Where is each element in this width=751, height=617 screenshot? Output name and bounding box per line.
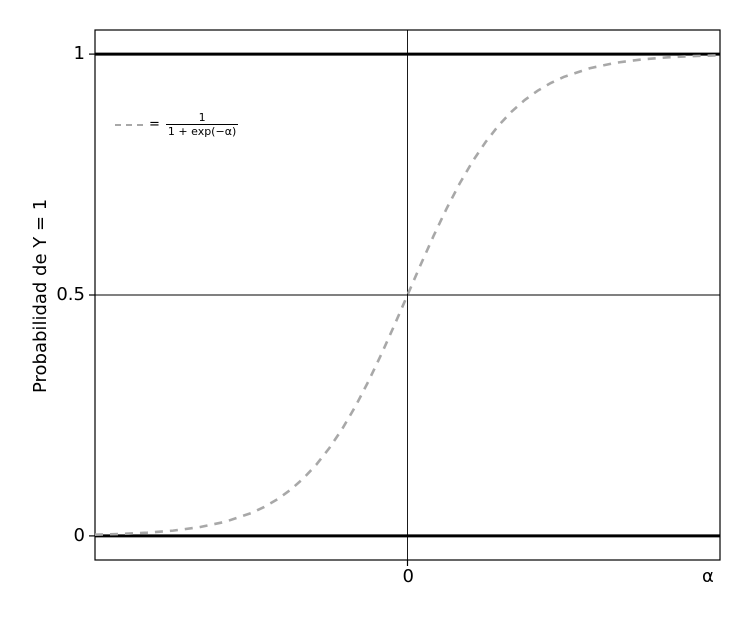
legend-fraction: 1 1 + exp(−α) — [166, 112, 238, 137]
legend: = 1 1 + exp(−α) — [115, 112, 238, 137]
x-tick-label: 0 — [403, 566, 414, 587]
y-axis-label: Probabilidad de Y = 1 — [30, 199, 51, 393]
chart-svg — [0, 0, 751, 617]
sigmoid-chart: Probabilidad de Y = 1 0 0.5 1 0 α = 1 1 + … — [0, 0, 751, 617]
y-tick-label: 0.5 — [56, 284, 85, 305]
y-tick-label: 1 — [74, 43, 85, 64]
legend-dash-sample — [115, 124, 143, 126]
legend-fraction-denominator: 1 + exp(−α) — [166, 124, 238, 137]
y-tick-label: 0 — [74, 525, 85, 546]
legend-fraction-numerator: 1 — [197, 112, 208, 124]
legend-equals: = — [149, 117, 160, 132]
x-axis-label: α — [702, 566, 714, 587]
